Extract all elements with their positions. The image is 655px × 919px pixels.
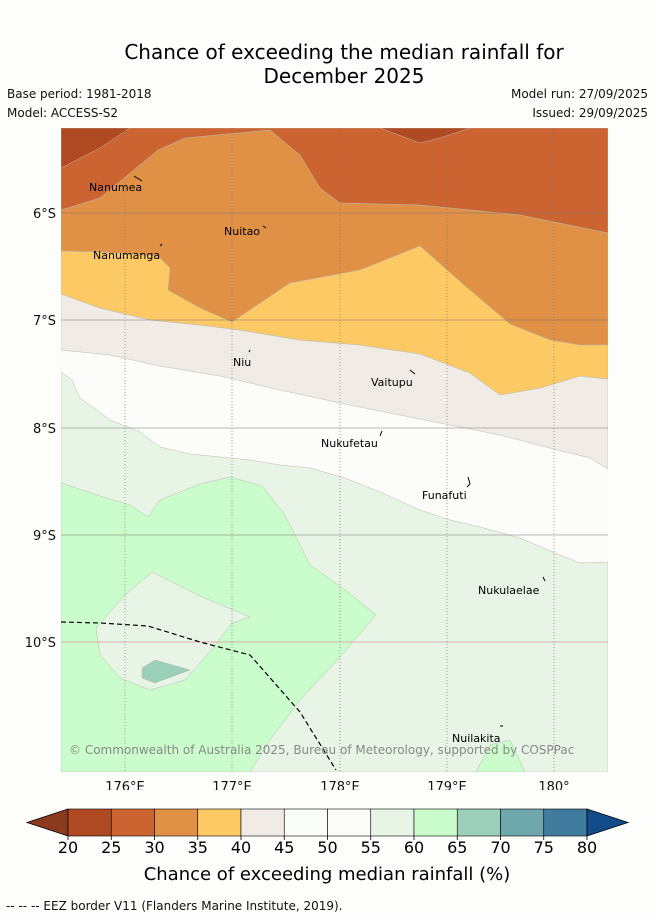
- lat-label: 7°S: [33, 314, 56, 329]
- colorbar-tick-label: 40: [231, 838, 251, 857]
- island-nukufetau: [379, 430, 383, 437]
- place-label: Nanumea: [89, 181, 142, 194]
- band-20-25-east: [379, 128, 471, 144]
- lat-label: 10°S: [25, 636, 56, 651]
- place-label: Nukulaelae: [478, 584, 540, 597]
- island-nuitao: [262, 225, 267, 229]
- colorbar-tick-label: 20: [58, 838, 78, 857]
- place-label: Niu: [233, 356, 251, 369]
- colorbar-segment: [154, 808, 199, 837]
- colorbar-segment: [456, 808, 501, 837]
- lat-label: 6°S: [33, 207, 56, 222]
- colorbar-segment: [110, 808, 155, 837]
- map-title: Chance of exceeding the median rainfall …: [0, 40, 655, 88]
- eez-footnote: -- -- -- EEZ border V11 (Flanders Marine…: [6, 899, 343, 913]
- colorbar-tick-label: 30: [144, 838, 164, 857]
- lat-label: 9°S: [33, 529, 56, 544]
- island-nanumanga: [159, 243, 163, 247]
- place-label: Vaitupu: [371, 376, 413, 389]
- island-niu: [248, 349, 251, 353]
- colorbar-segment: [370, 808, 415, 837]
- colorbar-tick-label: 65: [447, 838, 467, 857]
- colorbar-segment: [197, 808, 242, 837]
- band-60-65-south: [475, 739, 526, 772]
- colorbar-segment: [543, 808, 588, 837]
- colorbar-segment: [500, 808, 545, 837]
- place-label: Funafuti: [422, 489, 467, 502]
- place-label: Nukufetau: [321, 437, 378, 450]
- colorbar-segment: [413, 808, 458, 837]
- colorbar-tick-label: 80: [577, 838, 597, 857]
- colorbar-under-arrow: [25, 808, 69, 837]
- colorbar-tick-label: 25: [101, 838, 121, 857]
- lon-label: 180°: [538, 780, 569, 790]
- island-funafuti: [466, 476, 471, 488]
- colorbar-segment: [67, 808, 112, 837]
- lon-label: 177°E: [212, 780, 252, 790]
- model-name: Model: ACCESS-S2: [7, 106, 119, 120]
- copyright-text: © Commonwealth of Australia 2025, Bureau…: [69, 743, 574, 757]
- lat-label: 8°S: [33, 422, 56, 437]
- title-line-2: December 2025: [263, 64, 425, 88]
- band-25-30: [61, 128, 608, 234]
- colorbar-tick-label: 55: [361, 838, 381, 857]
- islands: [133, 175, 546, 727]
- place-label: Nuitao: [224, 225, 260, 238]
- band-55-60-inner: [95, 571, 251, 691]
- colorbar-tick-label: 50: [317, 838, 337, 857]
- place-label: Nuilakita: [452, 732, 501, 745]
- island-vaitupu: [409, 369, 416, 375]
- colorbar-tick-label: 75: [534, 838, 554, 857]
- lon-label: 179°E: [427, 780, 467, 790]
- lon-label: 178°E: [320, 780, 360, 790]
- island-nukulaelae: [542, 576, 546, 582]
- model-run: Model run: 27/09/2025: [510, 87, 648, 101]
- eez-border: [60, 621, 337, 771]
- colorbar-tick-label: 70: [490, 838, 510, 857]
- colorbar-tick-label: 60: [404, 838, 424, 857]
- island-nanumea: [133, 175, 143, 182]
- colorbar-tick-label: 45: [274, 838, 294, 857]
- base-period: Base period: 1981-2018: [7, 87, 152, 101]
- colorbar-tick-label: 35: [188, 838, 208, 857]
- rainfall-map: Nanumea Nuitao Nanumanga Niu Vaitupu Nuk…: [25, 128, 608, 790]
- colorbar-segment: [283, 808, 328, 837]
- colorbar-segment: [240, 808, 285, 837]
- band-20-25-west: [61, 128, 131, 169]
- colorbar-segment: [327, 808, 372, 837]
- lon-label: 176°E: [105, 780, 145, 790]
- colorbar-over-arrow: [586, 808, 630, 837]
- band-65-70: [141, 659, 191, 684]
- title-line-1: Chance of exceeding the median rainfall …: [124, 40, 564, 64]
- colorbar: 20 25 30 35 40 45 50 55 60 65 70 75 80 Chance of exc…: [25, 808, 630, 885]
- place-label: Nanumanga: [93, 249, 160, 262]
- colorbar-label: Chance of exceeding median rainfall (%): [144, 864, 511, 885]
- graticule: [61, 128, 608, 772]
- issued-date: Issued: 29/09/2025: [532, 106, 648, 120]
